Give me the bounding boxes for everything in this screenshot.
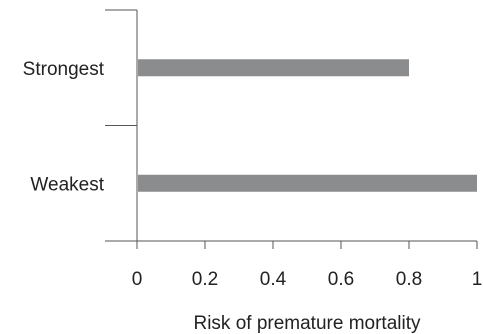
- bar: [138, 59, 409, 77]
- category-label: Weakest: [30, 174, 104, 195]
- category-label: Strongest: [23, 59, 105, 80]
- bar: [138, 174, 477, 192]
- bars: [138, 59, 477, 192]
- x-axis-label: Risk of premature mortality: [193, 313, 421, 334]
- x-tick-label: 0.4: [260, 269, 287, 290]
- x-tick-label: 0.6: [328, 269, 354, 290]
- x-tick-label: 1: [472, 269, 483, 290]
- value-axis: 0 0.2 0.4 0.6 0.8 1: [105, 240, 483, 290]
- category-axis: Strongest Weakest: [23, 9, 138, 242]
- x-tick-label: 0.2: [192, 269, 218, 290]
- x-tick-label: 0.8: [396, 269, 422, 290]
- x-tick-label: 0: [132, 269, 143, 290]
